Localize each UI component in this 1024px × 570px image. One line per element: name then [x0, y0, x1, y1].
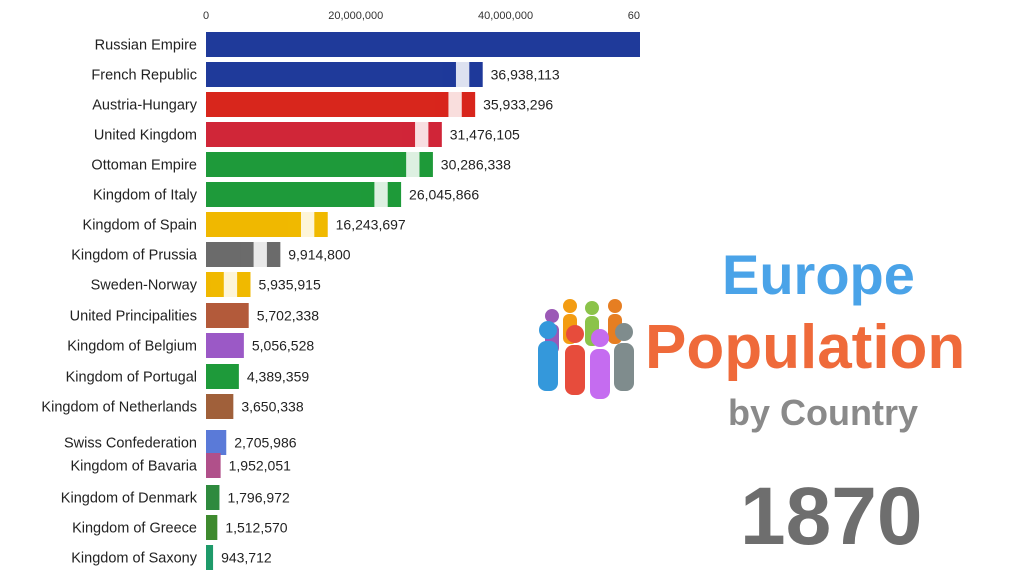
value-label: 2,705,986: [234, 435, 296, 451]
category-label: United Principalities: [70, 309, 197, 325]
category-label: Kingdom of Bavaria: [70, 459, 197, 475]
value-label: 5,935,915: [258, 277, 320, 293]
person-violet: [590, 329, 610, 399]
category-label: Ottoman Empire: [91, 158, 197, 174]
value-labels: 85,339,68336,938,11335,933,29631,476,105…: [221, 67, 560, 566]
title-by-country: by Country: [728, 392, 919, 433]
flag-icon: [210, 272, 251, 297]
x-tick-label: 40,000,000: [478, 10, 533, 22]
value-label: 5,056,528: [252, 338, 314, 354]
x-tick-label: 0: [203, 10, 209, 22]
category-label: Swiss Confederation: [64, 436, 197, 452]
category-label: Kingdom of Portugal: [66, 370, 197, 386]
category-label: Austria-Hungary: [92, 98, 198, 114]
category-labels: Russian Empire French Republic Austria-Hun…: [41, 38, 198, 567]
category-label: Kingdom of Prussia: [71, 248, 198, 264]
x-axis-ticks: 020,000,00040,000,00060,000,00080,000,00…: [203, 10, 640, 22]
value-label: 36,938,113: [491, 67, 560, 83]
bar: [206, 333, 244, 358]
flag-icon: [392, 152, 433, 177]
bar: [206, 62, 483, 87]
category-label: Kingdom of Greece: [72, 521, 197, 537]
flag-icon: [361, 182, 402, 207]
category-label: Kingdom of Denmark: [61, 491, 198, 507]
bar: [206, 453, 221, 478]
flag-icon: [435, 92, 476, 117]
flag-icon: [240, 242, 281, 267]
category-label: Kingdom of Belgium: [67, 339, 197, 355]
title-europe: Europe: [722, 243, 915, 306]
value-label: 31,476,105: [450, 127, 520, 143]
flag-icon: [401, 122, 442, 147]
bar: [206, 364, 239, 389]
person-red: [565, 325, 585, 395]
bar: [206, 32, 640, 57]
value-label: 1,952,051: [229, 458, 291, 474]
flags-group: [210, 62, 483, 297]
value-label: 26,045,866: [409, 187, 479, 203]
bar: [206, 515, 218, 540]
value-label: 1,512,570: [225, 520, 287, 536]
value-label: 5,702,338: [257, 308, 319, 324]
category-label: Kingdom of Netherlands: [41, 400, 197, 416]
person-gray: [614, 323, 634, 391]
category-label: United Kingdom: [94, 128, 197, 144]
flag-icon: [287, 212, 328, 237]
category-label: Russian Empire: [95, 38, 197, 54]
x-tick-label: 20,000,000: [328, 10, 383, 22]
title-population: Population: [645, 313, 966, 382]
value-label: 30,286,338: [441, 157, 511, 173]
bar: [206, 92, 476, 117]
category-label: Kingdom of Italy: [93, 188, 198, 204]
value-label: 16,243,697: [336, 217, 406, 233]
value-label: 4,389,359: [247, 369, 309, 385]
category-label: Kingdom of Saxony: [71, 551, 197, 567]
flag-icon: [442, 62, 483, 87]
value-label: 1,796,972: [227, 490, 289, 506]
bar: [206, 545, 214, 570]
group-of-people-icon: [538, 299, 634, 399]
person-blue: [538, 321, 558, 391]
category-label: French Republic: [91, 68, 197, 84]
year-label: 1870: [740, 471, 923, 562]
population-bar-chart: 020,000,00040,000,00060,000,00080,000,00…: [41, 10, 640, 570]
value-label: 943,712: [221, 550, 272, 566]
category-label: Kingdom of Spain: [83, 218, 197, 234]
value-label: 35,933,296: [483, 97, 553, 113]
bar: [206, 430, 227, 455]
category-label: Sweden-Norway: [91, 278, 198, 294]
bar: [206, 303, 249, 328]
bar: [206, 485, 220, 510]
bar: [206, 394, 234, 419]
value-label: 9,914,800: [288, 247, 350, 263]
x-tick-label: 60,000,000: [628, 10, 640, 22]
value-label: 3,650,338: [241, 399, 303, 415]
